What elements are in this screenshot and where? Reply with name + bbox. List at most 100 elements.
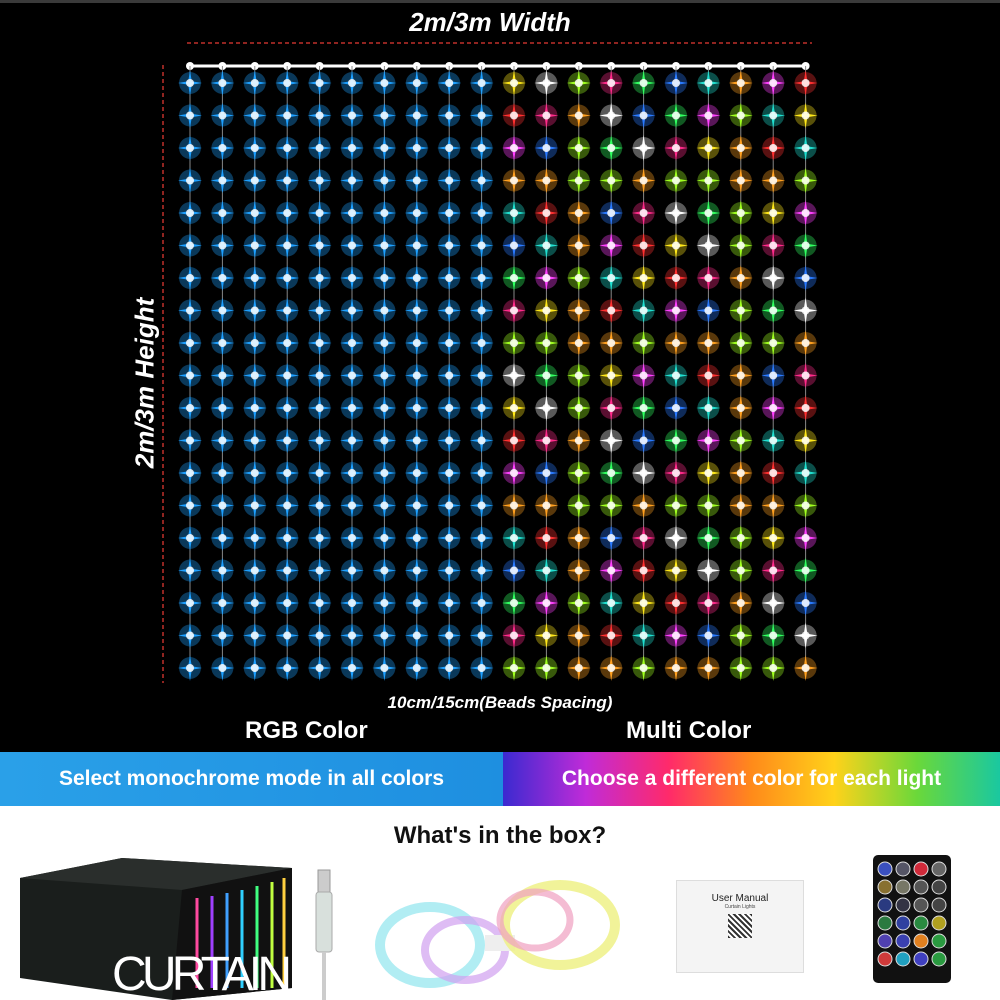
led-bulb [599, 492, 624, 519]
led-bulb [502, 525, 526, 551]
led-bulb [534, 590, 559, 616]
led-bulb [307, 622, 332, 649]
led-bulb [178, 557, 202, 584]
led-bulb [696, 102, 721, 129]
led-bulb [761, 460, 786, 486]
led-bulb [502, 265, 526, 291]
light-strand [437, 62, 462, 681]
led-bulb [566, 460, 591, 486]
led-bulb [372, 492, 397, 519]
led-bulb [242, 135, 267, 161]
led-bulb [793, 655, 818, 681]
led-bulb [793, 232, 818, 259]
led-bulb [242, 460, 267, 486]
led-bulb [631, 655, 656, 681]
led-bulb [469, 655, 494, 681]
led-bulb [242, 70, 267, 96]
led-bulb [566, 265, 591, 291]
led-bulb [275, 200, 300, 226]
led-bulb [404, 362, 429, 389]
led-bulb [599, 655, 624, 681]
led-bulb [340, 70, 364, 96]
light-strand [664, 62, 688, 681]
led-bulb [437, 492, 462, 519]
usb-plug-image [315, 869, 333, 1000]
led-bulb [502, 102, 526, 129]
led-bulb [631, 622, 656, 649]
multi-banner-text: Choose a different color for each light [561, 767, 942, 790]
led-bulb [210, 622, 235, 649]
led-bulb [793, 590, 818, 616]
led-bulb [664, 330, 688, 356]
led-bulb [307, 427, 332, 454]
led-bulb [437, 70, 462, 96]
remote-control-image [873, 855, 951, 983]
led-bulb [534, 492, 559, 519]
led-bulb [793, 102, 818, 129]
led-bulb [664, 460, 688, 486]
led-bulb [372, 525, 397, 551]
led-bulb [178, 70, 202, 96]
led-bulb [275, 102, 300, 129]
remote-button [895, 933, 911, 949]
led-bulb [178, 395, 202, 421]
led-bulb [696, 135, 721, 161]
led-bulb [664, 492, 688, 519]
led-bulb [696, 232, 721, 259]
led-bulb [566, 232, 591, 259]
led-bulb [534, 395, 559, 421]
led-bulb [242, 622, 267, 649]
manual-title: User Manual [711, 893, 769, 904]
led-bulb [534, 557, 559, 584]
remote-button [931, 861, 947, 877]
led-bulb [307, 525, 332, 551]
led-bulb [372, 557, 397, 584]
led-bulb [307, 557, 332, 584]
led-bulb [793, 460, 818, 486]
led-bulb [242, 232, 267, 259]
led-bulb [761, 265, 786, 291]
led-bulb [761, 622, 786, 649]
led-bulb [599, 297, 624, 324]
led-bulb [599, 395, 624, 421]
led-bulb [437, 557, 462, 584]
package-text: CURTAIN [112, 948, 292, 1000]
led-bulb [599, 622, 624, 649]
qr-code-icon [728, 914, 752, 938]
led-bulb [372, 622, 397, 649]
led-bulb [469, 232, 494, 259]
led-bulb [599, 525, 624, 551]
led-bulb [793, 135, 818, 161]
led-bulb [502, 167, 526, 194]
led-bulb [307, 330, 332, 356]
led-bulb [340, 265, 364, 291]
led-bulb [566, 102, 591, 129]
led-bulb [502, 492, 526, 519]
spacing-label: 10cm/15cm(Beads Spacing) [387, 693, 613, 712]
led-bulb [631, 460, 656, 486]
led-bulb [275, 622, 300, 649]
led-bulb [404, 622, 429, 649]
led-bulb [696, 525, 721, 551]
led-bulb [761, 70, 786, 96]
remote-button [931, 915, 947, 931]
led-bulb [307, 232, 332, 259]
led-bulb [761, 330, 786, 356]
led-bulb [631, 427, 656, 454]
led-bulb [404, 200, 429, 226]
led-bulb [372, 590, 397, 616]
light-strand [307, 62, 332, 681]
led-bulb [307, 102, 332, 129]
led-bulb [728, 655, 753, 681]
light-strand [534, 62, 559, 681]
light-strand [599, 62, 624, 681]
led-bulb [340, 200, 364, 226]
led-bulb [566, 200, 591, 226]
light-strand [728, 62, 753, 681]
led-bulb [437, 330, 462, 356]
led-bulb [664, 232, 688, 259]
led-bulb [340, 362, 364, 389]
led-bulb [340, 232, 364, 259]
led-bulb [275, 265, 300, 291]
led-bulb [728, 102, 753, 129]
